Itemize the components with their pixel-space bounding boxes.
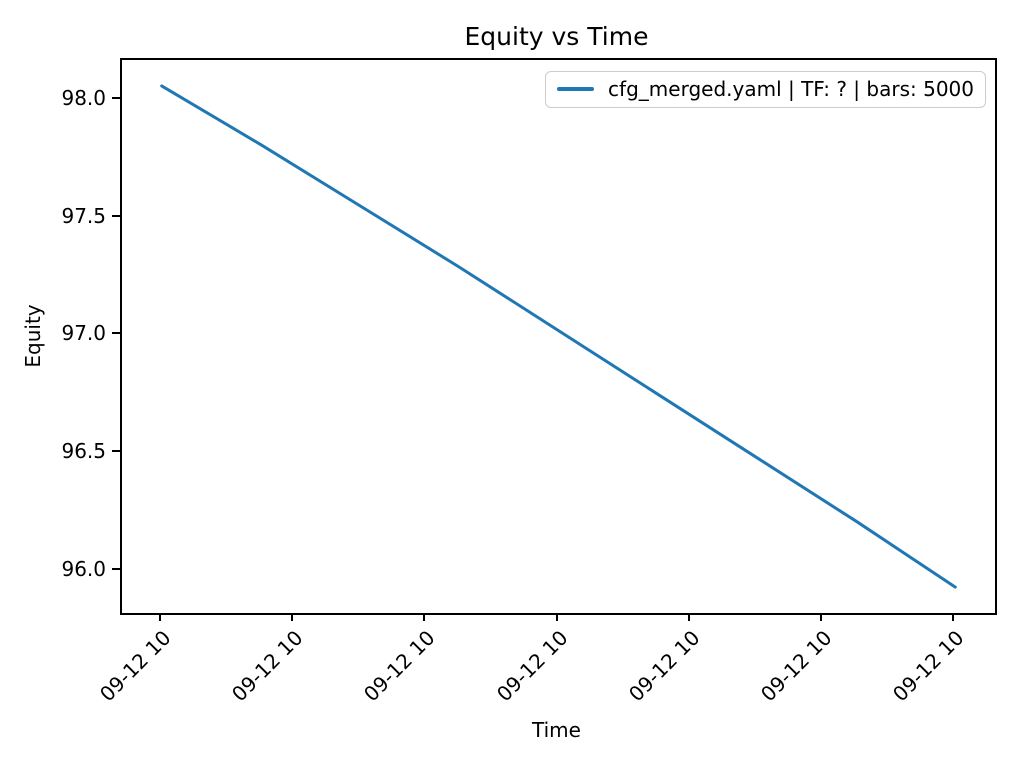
x-tick-label: 09-12 10 <box>623 625 705 707</box>
y-tick-label: 96.0 <box>61 556 106 581</box>
x-tick-label: 09-12 10 <box>888 625 969 707</box>
x-tick-label: 09-12 10 <box>359 625 440 707</box>
x-tick-mark <box>423 613 426 621</box>
x-axis-label: Time <box>532 718 581 742</box>
y-tick-mark <box>112 567 120 570</box>
y-tick-mark <box>112 214 120 217</box>
y-tick-mark <box>112 97 120 99</box>
x-tick-mark <box>158 613 161 621</box>
x-tick-mark <box>290 613 293 621</box>
x-tick-mark <box>820 613 823 621</box>
x-tick-mark <box>555 613 558 621</box>
x-tick-label: 09-12 10 <box>491 625 573 707</box>
x-tick-label: 09-12 10 <box>756 625 837 707</box>
y-tick-mark <box>112 332 120 335</box>
y-tick-mark <box>112 449 120 452</box>
equity-line-plot <box>160 84 957 589</box>
y-tick-label: 97.5 <box>61 203 106 228</box>
equity-line <box>160 84 957 589</box>
y-tick-label: 97.0 <box>61 321 106 346</box>
x-tick-label: 09-12 10 <box>94 625 176 707</box>
legend-line-sample-icon <box>557 87 595 91</box>
legend-label: cfg_merged.yaml | TF: ? | bars: 5000 <box>608 77 974 101</box>
chart-title: Equity vs Time <box>464 22 649 51</box>
plot-area: cfg_merged.yaml | TF: ? | bars: 5000 <box>120 58 997 615</box>
x-tick-label: 09-12 10 <box>226 625 308 707</box>
legend: cfg_merged.yaml | TF: ? | bars: 5000 <box>545 71 986 108</box>
y-tick-label: 96.5 <box>61 438 106 463</box>
x-tick-mark <box>952 613 955 621</box>
y-tick-label: 98.0 <box>61 86 106 110</box>
x-tick-mark <box>687 613 690 621</box>
